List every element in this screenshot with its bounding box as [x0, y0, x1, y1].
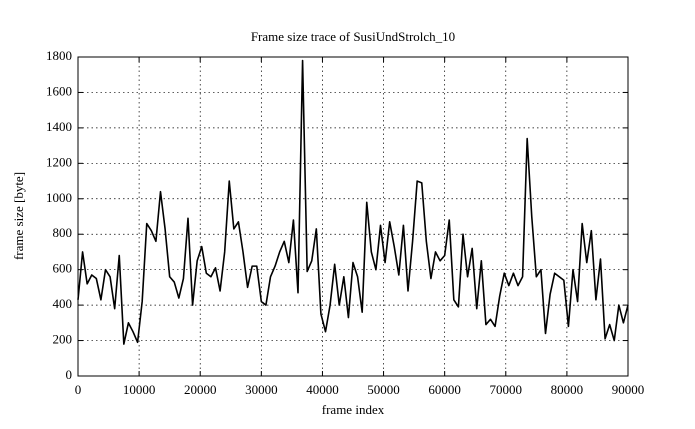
- x-tick-label: 60000: [428, 382, 461, 397]
- x-tick-label: 0: [75, 382, 82, 397]
- x-tick-label: 80000: [551, 382, 584, 397]
- y-tick-label: 400: [53, 296, 73, 311]
- y-tick-label: 1800: [46, 48, 72, 63]
- y-tick-label: 800: [53, 225, 73, 240]
- y-tick-label: 1000: [46, 190, 72, 205]
- x-tick-label: 20000: [184, 382, 217, 397]
- x-tick-label: 90000: [612, 382, 645, 397]
- chart-title: Frame size trace of SusiUndStrolch_10: [251, 29, 455, 44]
- y-axis-label: frame size [byte]: [11, 172, 26, 260]
- x-tick-label: 70000: [490, 382, 523, 397]
- x-axis-label: frame index: [322, 402, 385, 417]
- y-tick-label: 1400: [46, 119, 72, 134]
- plot-frame: [77, 56, 629, 377]
- x-tick-label: 10000: [123, 382, 156, 397]
- y-tick-label: 200: [53, 332, 73, 347]
- y-tick-label: 1200: [46, 154, 72, 169]
- y-tick-label: 600: [53, 261, 73, 276]
- y-tick-label: 0: [66, 367, 73, 382]
- y-tick-label: 1600: [46, 83, 72, 98]
- x-tick-label: 30000: [245, 382, 278, 397]
- x-tick-label: 40000: [306, 382, 339, 397]
- data-line: [77, 59, 629, 345]
- x-tick-label: 50000: [367, 382, 400, 397]
